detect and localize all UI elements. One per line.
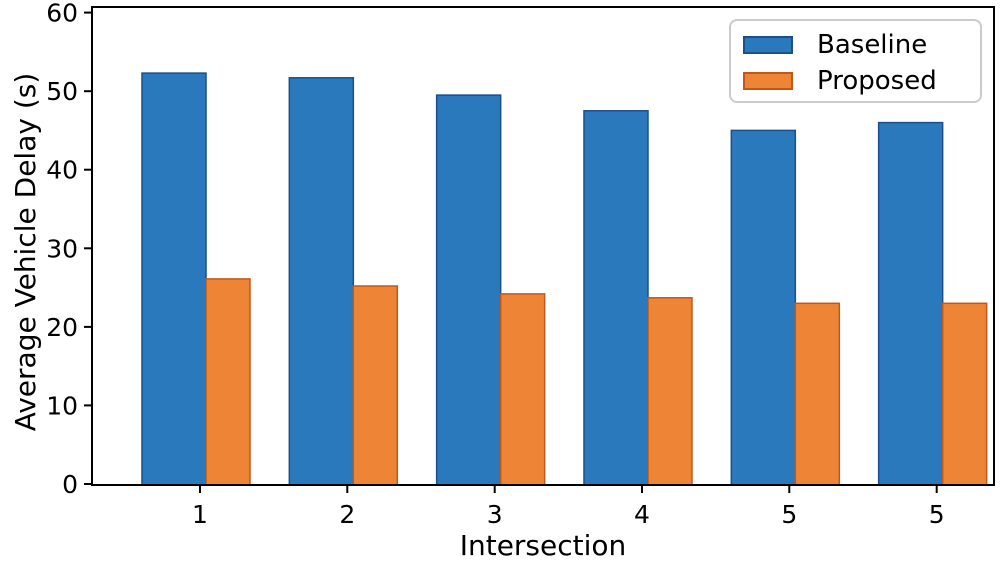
x-tick-label: 5 bbox=[781, 500, 797, 529]
legend-label-proposed: Proposed bbox=[817, 66, 937, 96]
baseline-bar bbox=[730, 129, 797, 486]
x-tick-label: 5 bbox=[929, 500, 945, 529]
legend-label-baseline: Baseline bbox=[817, 30, 928, 60]
y-tick-label: 40 bbox=[46, 156, 78, 185]
y-tick-label: 50 bbox=[46, 77, 78, 106]
y-tick-label: 30 bbox=[46, 234, 78, 263]
baseline-bar bbox=[288, 77, 355, 486]
x-tick-label: 2 bbox=[339, 500, 355, 529]
x-tick-label: 1 bbox=[192, 500, 208, 529]
y-tick-label: 0 bbox=[62, 470, 78, 499]
legend-entry-baseline: Baseline bbox=[743, 30, 980, 60]
x-axis-title: Intersection bbox=[459, 529, 627, 562]
baseline-bar bbox=[435, 94, 502, 486]
proposed-bar bbox=[941, 302, 988, 486]
proposed-bar bbox=[352, 285, 399, 486]
y-tick-label: 60 bbox=[46, 0, 78, 28]
y-axis-title: Average Vehicle Delay (s) bbox=[9, 72, 42, 432]
proposed-bar bbox=[794, 302, 841, 486]
baseline-swatch-icon bbox=[743, 36, 793, 54]
proposed-bar bbox=[205, 278, 251, 486]
baseline-bar bbox=[877, 121, 944, 486]
y-tick-label: 20 bbox=[46, 313, 78, 342]
x-tick-label: 3 bbox=[487, 500, 503, 529]
legend: Baseline Proposed bbox=[729, 19, 982, 103]
x-tick-label: 4 bbox=[634, 500, 650, 529]
y-tick-label: 10 bbox=[46, 391, 78, 420]
proposed-bar bbox=[499, 293, 546, 486]
baseline-bar bbox=[141, 72, 207, 486]
proposed-bar bbox=[647, 297, 693, 486]
proposed-swatch-icon bbox=[743, 72, 793, 90]
baseline-bar bbox=[583, 110, 649, 486]
plot-border bbox=[91, 6, 995, 486]
legend-entry-proposed: Proposed bbox=[743, 66, 980, 96]
